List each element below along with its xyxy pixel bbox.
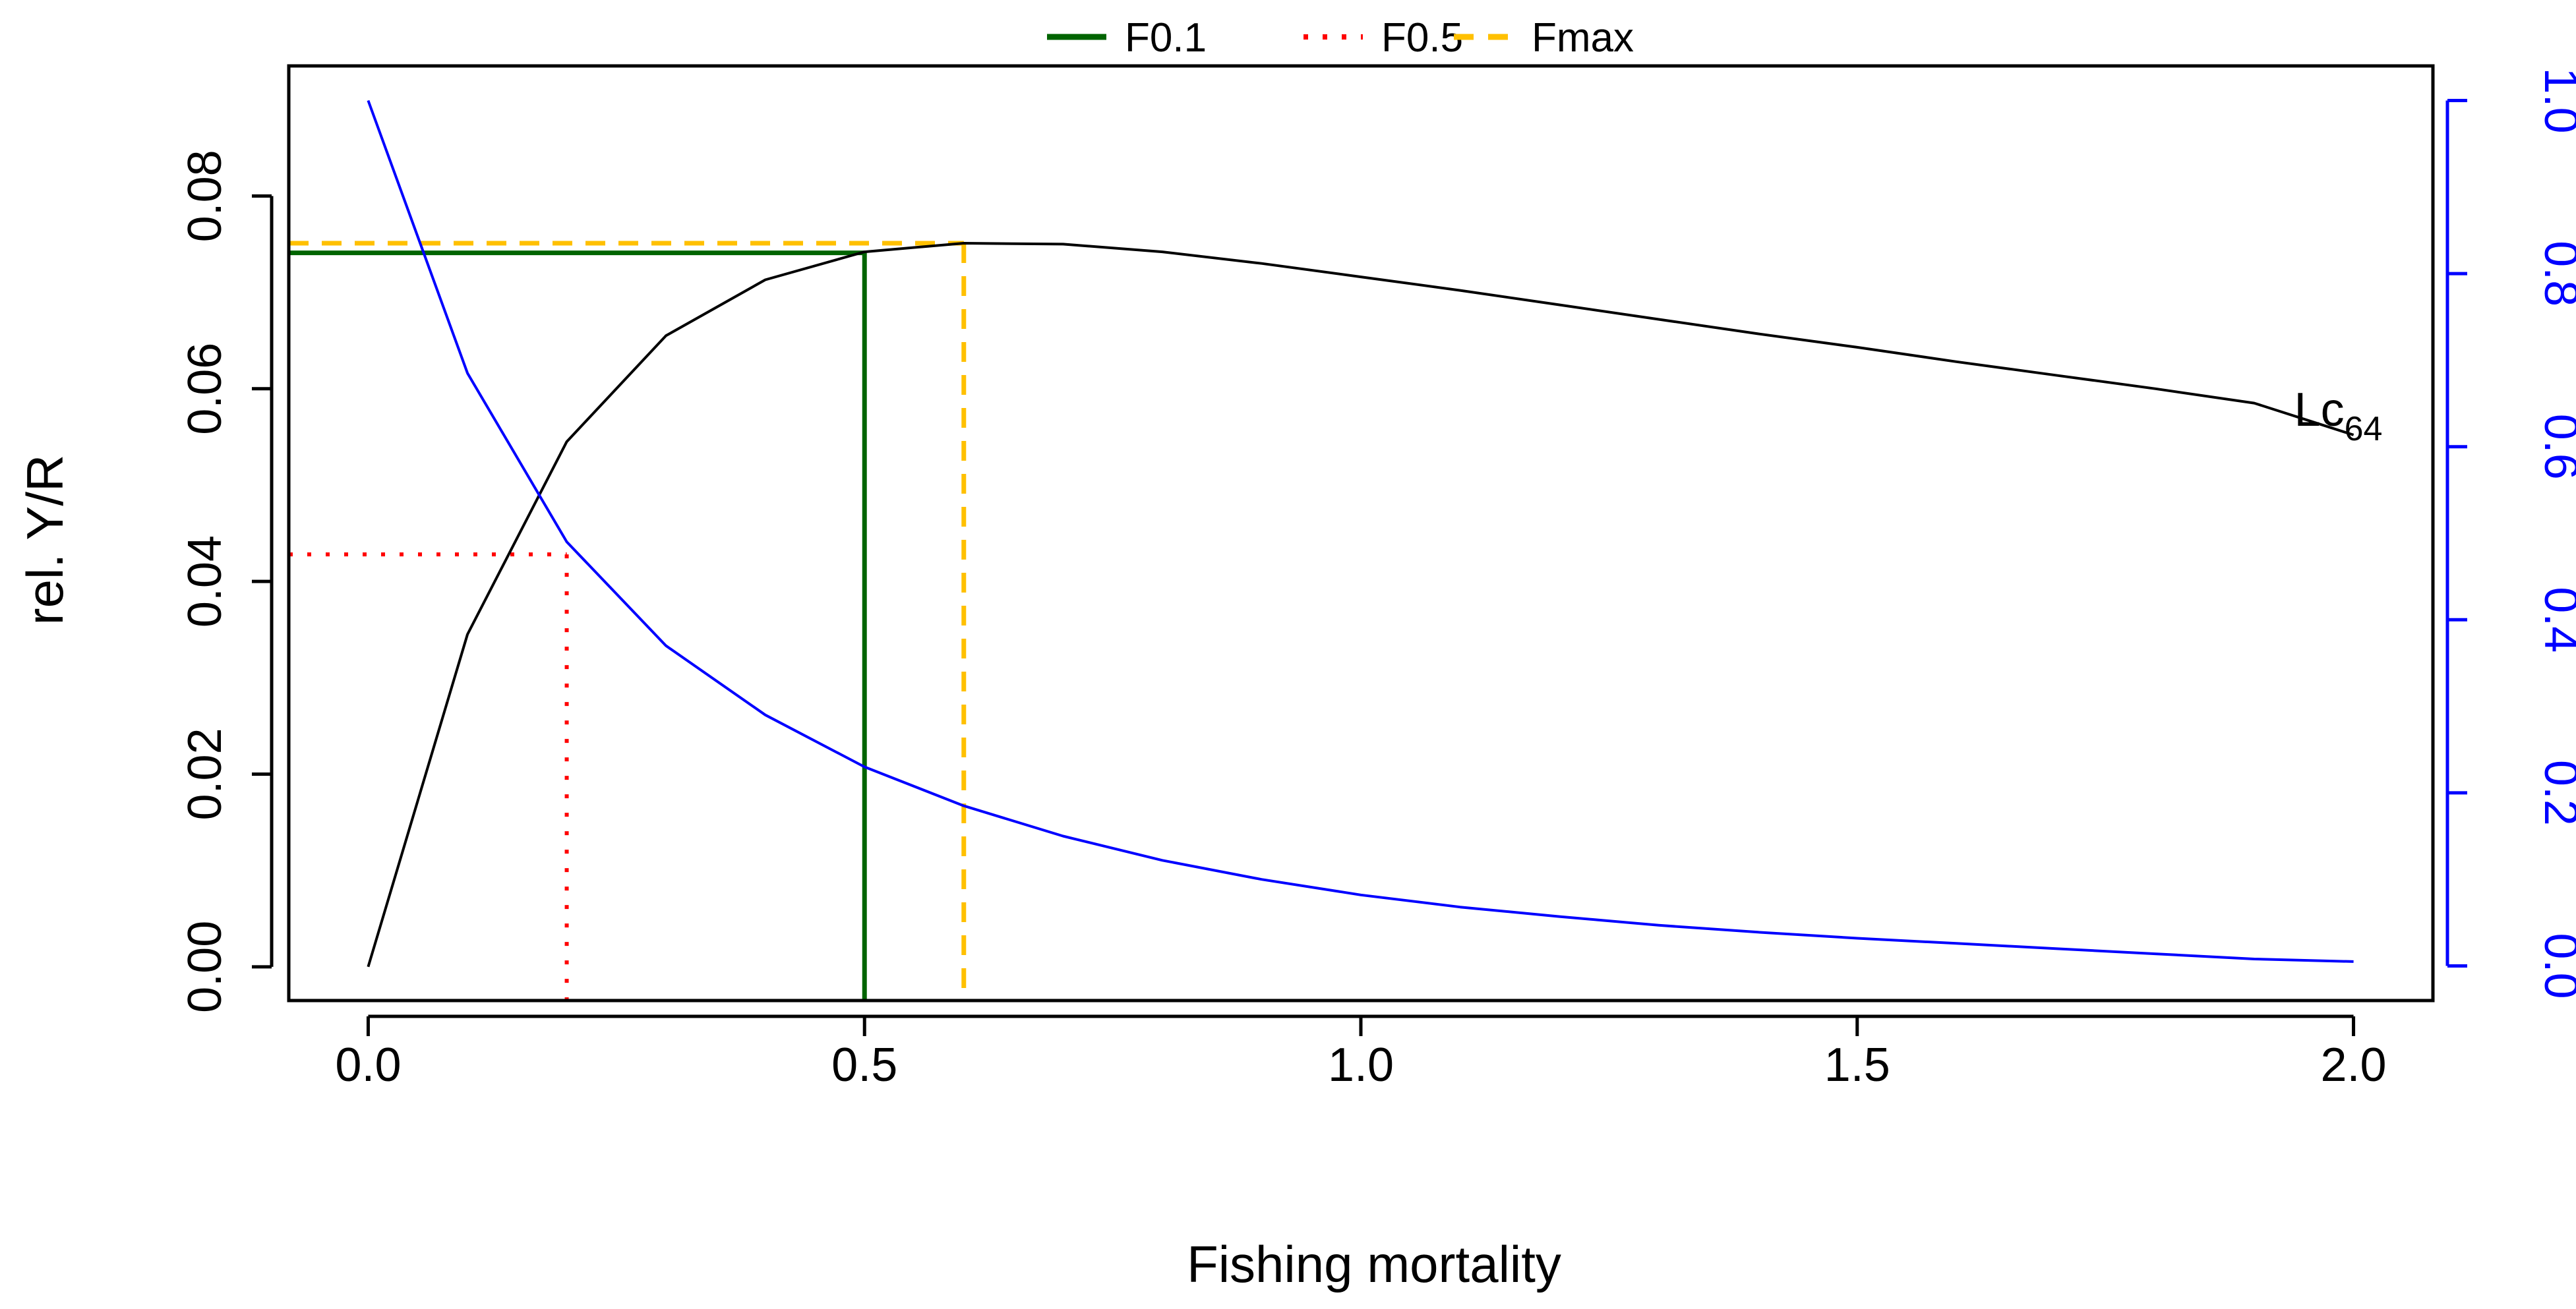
x-tick-label: 1.0 — [1328, 1039, 1394, 1091]
curve-label-lc: Lc64 — [2294, 384, 2383, 448]
legend-label-f01: F0.1 — [1125, 15, 1207, 61]
series-line-yield — [367, 242, 2354, 968]
y-tick-label: 0.06 — [179, 343, 231, 435]
y2-tick-label: 0.8 — [2534, 241, 2576, 306]
y-axis-left: 0.00 0.02 0.04 0.06 0.08 — [179, 150, 274, 1013]
y2-tick-label: 0.6 — [2534, 414, 2576, 480]
curve-label-main: Lc — [2294, 384, 2345, 436]
y2-tick-label: 1.0 — [2534, 67, 2576, 133]
x-axis: 0.0 0.5 1.0 1.5 2.0 — [335, 1014, 2387, 1091]
y2-tick-label: 0.2 — [2534, 760, 2576, 826]
y-tick-label: 0.04 — [179, 535, 231, 627]
y2-tick-label: 0.0 — [2534, 933, 2576, 999]
y-tick-label: 0.00 — [179, 921, 231, 1013]
y-axis-title: rel. Y/R — [16, 455, 74, 625]
y-tick-label: 0.08 — [179, 150, 231, 242]
reference-lines — [289, 241, 967, 1001]
series-lines — [367, 100, 2354, 968]
x-tick-label: 0.0 — [335, 1039, 401, 1091]
plot-frame — [287, 64, 2435, 1003]
y-axis-right: 0.0 0.2 0.4 0.6 0.8 1.0 — [2445, 67, 2576, 999]
legend-label-fmax: Fmax — [1532, 15, 1634, 61]
legend-label-f05: F0.5 — [1381, 15, 1463, 61]
x-tick-label: 0.5 — [831, 1039, 897, 1091]
curve-label-subscript: 64 — [2345, 410, 2383, 448]
legend: F0.1 F0.5 Fmax — [1047, 15, 1634, 61]
x-tick-label: 1.5 — [1824, 1039, 1890, 1091]
x-axis-title: Fishing mortality — [1187, 1235, 1561, 1293]
y2-tick-label: 0.4 — [2534, 587, 2576, 653]
y-tick-label: 0.02 — [179, 728, 231, 820]
x-tick-label: 2.0 — [2321, 1039, 2387, 1091]
series-line-blue — [367, 100, 2354, 963]
